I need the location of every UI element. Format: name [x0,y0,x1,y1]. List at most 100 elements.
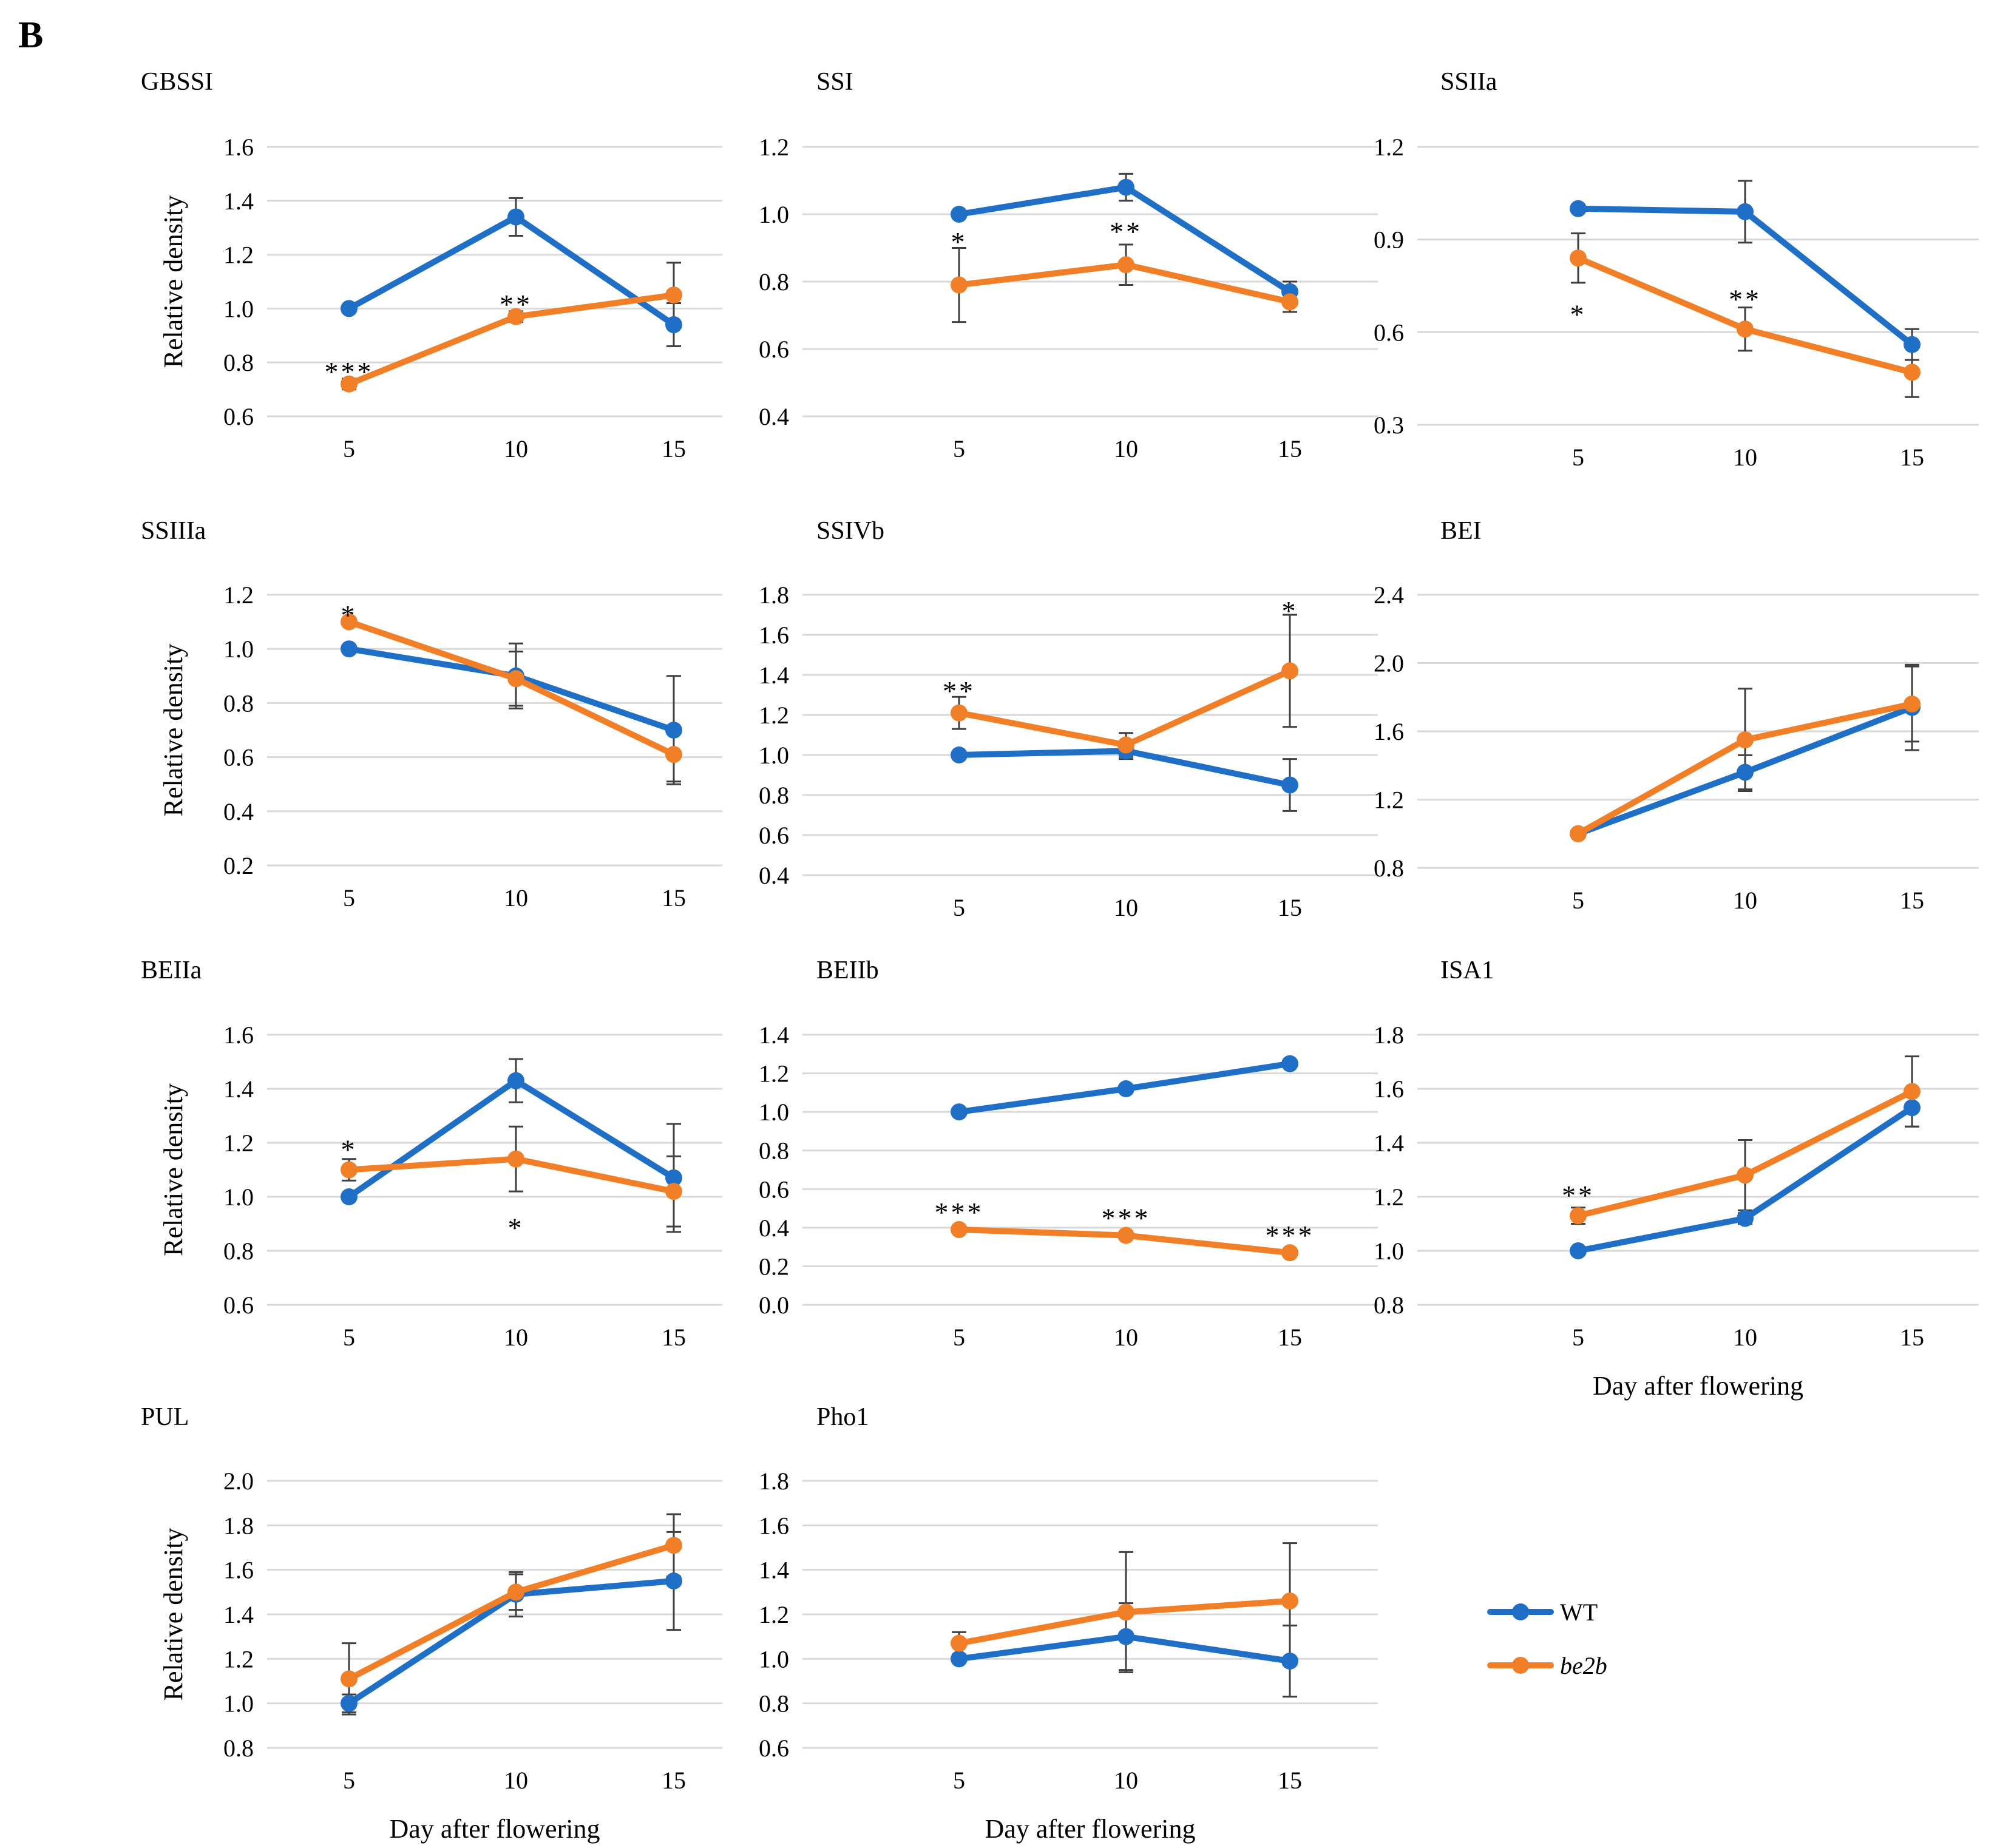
y-tick-label: 1.0 [759,742,789,769]
y-tick-label: 1.2 [1374,1183,1404,1211]
data-point-WT [1737,1210,1754,1227]
significance-mark: * [341,1134,358,1165]
y-tick-label: 1.2 [1374,787,1404,814]
y-tick-label: 0.8 [759,268,789,296]
chart-title: SSIIIa [141,517,206,545]
x-tick-label: 5 [343,884,355,912]
data-point-WT [951,206,968,223]
y-tick-label: 1.0 [759,201,789,228]
significance-mark: ** [1562,1180,1595,1211]
data-point-be2b [507,308,524,325]
chart-title: BEI [1440,517,1482,545]
data-point-WT [341,640,358,658]
data-point-WT [951,1103,968,1121]
y-tick-label: 0.6 [759,336,789,363]
y-tick-label: 1.6 [223,134,254,161]
data-point-WT [951,746,968,763]
x-tick-label: 15 [1278,894,1302,921]
data-point-be2b [951,704,968,722]
y-tick-label: 1.2 [223,581,254,609]
chart-panel-GBSSI: GBSSI 0.6 0.8 1.0 1.2 1.4 1.6 5 10 15 Relative den… [141,68,722,462]
y-axis-label: Relative density [158,644,188,817]
data-point-be2b [1117,1603,1134,1621]
y-tick-label: 1.2 [223,242,254,269]
y-tick-label: 1.0 [759,1098,789,1126]
y-tick-label: 1.4 [759,662,789,689]
data-point-be2b [1737,731,1754,749]
y-tick-label: 1.6 [1374,1075,1404,1103]
data-point-WT [1737,763,1754,781]
chart-panel-ISA1: ISA1 0.8 1.0 1.2 1.4 1.6 1.8 5 10 15 Day after flo… [1374,956,1979,1401]
data-point-WT [1570,200,1587,217]
data-point-be2b [507,1583,524,1601]
x-tick-label: 15 [1278,1767,1302,1794]
data-point-be2b [1737,320,1754,338]
x-tick-label: 5 [953,894,965,921]
data-point-WT [1117,1080,1134,1097]
y-tick-label: 1.8 [223,1512,254,1539]
significance-mark: ** [1110,216,1142,247]
x-tick-label: 15 [662,435,686,462]
y-tick-label: 1.6 [1374,718,1404,745]
data-point-be2b [1737,1166,1754,1184]
x-tick-label: 15 [1900,444,1924,471]
significance-mark: ** [943,675,975,706]
y-tick-label: 1.6 [759,621,789,649]
y-tick-label: 1.0 [223,295,254,322]
significance-mark: * [341,600,358,631]
x-tick-label: 5 [343,1767,355,1794]
y-tick-label: 0.8 [1374,855,1404,882]
y-tick-label: 0.8 [223,349,254,376]
y-tick-label: 0.9 [1374,226,1404,254]
data-point-WT [507,1072,524,1089]
y-tick-label: 0.0 [759,1291,789,1319]
y-tick-label: 0.6 [223,403,254,430]
legend-wt-label: WT [1560,1599,1598,1626]
y-tick-label: 0.4 [759,1214,789,1242]
y-tick-label: 0.8 [759,1690,789,1718]
y-tick-label: 1.0 [223,1690,254,1718]
y-tick-label: 1.0 [759,1645,789,1673]
x-tick-label: 15 [1278,1324,1302,1351]
y-tick-label: 0.4 [759,862,789,889]
y-tick-label: 1.2 [223,1129,254,1157]
significance-mark: * [1282,595,1298,626]
data-point-WT [1904,1099,1921,1117]
y-tick-label: 1.0 [223,635,254,663]
x-tick-label: 10 [1114,1767,1138,1794]
x-tick-label: 5 [343,435,355,462]
data-point-be2b [341,1161,358,1179]
x-tick-label: 10 [504,435,528,462]
y-tick-label: 1.6 [223,1021,254,1049]
data-point-be2b [341,613,358,631]
data-point-be2b [665,286,682,304]
chart-title: PUL [141,1403,189,1431]
y-tick-label: 0.4 [223,798,254,825]
data-point-WT [1281,776,1298,794]
x-tick-label: 10 [1114,1324,1138,1351]
data-point-WT [665,1572,682,1589]
y-tick-label: 1.2 [223,1645,254,1673]
y-tick-label: 2.4 [1374,581,1404,609]
data-point-be2b [951,1634,968,1652]
legend-be2b-marker [1512,1657,1529,1674]
y-tick-label: 0.6 [223,1291,254,1319]
y-tick-label: 0.6 [223,744,254,771]
y-tick-label: 0.8 [759,1137,789,1165]
significance-mark: *** [935,1197,984,1228]
data-point-be2b [665,1183,682,1200]
data-point-WT [1281,1653,1298,1670]
data-point-WT [1737,203,1754,220]
y-tick-label: 0.2 [223,852,254,879]
y-tick-label: 1.2 [759,1601,789,1628]
data-point-be2b [1117,256,1134,274]
panel-label: B [18,15,43,56]
data-point-WT [341,1694,358,1712]
data-point-be2b [1904,364,1921,381]
data-point-be2b [1570,825,1587,842]
chart-title: SSI [816,68,853,96]
significance-mark: *** [1266,1220,1315,1251]
y-tick-label: 1.4 [759,1557,789,1584]
chart-title: GBSSI [141,68,213,96]
